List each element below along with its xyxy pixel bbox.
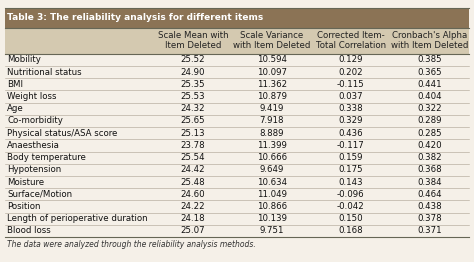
FancyBboxPatch shape xyxy=(5,188,469,200)
Text: 0.368: 0.368 xyxy=(418,165,442,174)
FancyBboxPatch shape xyxy=(5,176,469,188)
Text: 10.139: 10.139 xyxy=(257,214,287,223)
FancyBboxPatch shape xyxy=(5,127,469,139)
Text: 24.18: 24.18 xyxy=(181,214,205,223)
Text: Hypotension: Hypotension xyxy=(7,165,61,174)
Text: Corrected Item-
Total Correlation: Corrected Item- Total Correlation xyxy=(316,31,386,50)
Text: 25.65: 25.65 xyxy=(181,116,205,125)
Text: 10.879: 10.879 xyxy=(257,92,287,101)
Text: 9.649: 9.649 xyxy=(260,165,284,174)
Text: -0.042: -0.042 xyxy=(337,202,365,211)
Text: 0.384: 0.384 xyxy=(418,178,442,187)
Text: Co-morbidity: Co-morbidity xyxy=(7,116,63,125)
FancyBboxPatch shape xyxy=(5,90,469,103)
FancyBboxPatch shape xyxy=(5,28,469,54)
Text: 0.168: 0.168 xyxy=(338,226,363,236)
Text: 10.594: 10.594 xyxy=(257,55,287,64)
Text: 0.143: 0.143 xyxy=(338,178,363,187)
FancyBboxPatch shape xyxy=(5,54,469,66)
FancyBboxPatch shape xyxy=(5,164,469,176)
Text: Physical status/ASA score: Physical status/ASA score xyxy=(7,129,118,138)
Text: 0.385: 0.385 xyxy=(418,55,442,64)
Text: 25.53: 25.53 xyxy=(181,92,205,101)
Text: 10.866: 10.866 xyxy=(257,202,287,211)
Text: 0.436: 0.436 xyxy=(338,129,363,138)
Text: 0.404: 0.404 xyxy=(418,92,442,101)
FancyBboxPatch shape xyxy=(5,115,469,127)
Text: Blood loss: Blood loss xyxy=(7,226,51,236)
Text: 25.35: 25.35 xyxy=(181,80,205,89)
Text: Scale Mean with
Item Deleted: Scale Mean with Item Deleted xyxy=(157,31,228,50)
Text: 11.049: 11.049 xyxy=(257,190,287,199)
Text: 0.329: 0.329 xyxy=(338,116,363,125)
FancyBboxPatch shape xyxy=(5,78,469,90)
Text: Anaesthesia: Anaesthesia xyxy=(7,141,60,150)
Text: Body temperature: Body temperature xyxy=(7,153,86,162)
Text: 0.365: 0.365 xyxy=(418,68,442,77)
Text: 0.159: 0.159 xyxy=(338,153,363,162)
Text: 0.322: 0.322 xyxy=(418,104,442,113)
Text: BMI: BMI xyxy=(7,80,23,89)
Text: 0.150: 0.150 xyxy=(338,214,363,223)
Text: 0.175: 0.175 xyxy=(338,165,363,174)
Text: 25.52: 25.52 xyxy=(181,55,205,64)
Text: 0.371: 0.371 xyxy=(418,226,442,236)
FancyBboxPatch shape xyxy=(5,103,469,115)
Text: 10.634: 10.634 xyxy=(257,178,287,187)
Text: 24.60: 24.60 xyxy=(181,190,205,199)
Text: -0.115: -0.115 xyxy=(337,80,365,89)
Text: 11.362: 11.362 xyxy=(257,80,287,89)
Text: 0.037: 0.037 xyxy=(338,92,363,101)
Text: Mobility: Mobility xyxy=(7,55,41,64)
Text: 24.32: 24.32 xyxy=(181,104,205,113)
FancyBboxPatch shape xyxy=(5,139,469,151)
Text: 7.918: 7.918 xyxy=(260,116,284,125)
Text: Table 3: The reliability analysis for different items: Table 3: The reliability analysis for di… xyxy=(7,13,264,22)
Text: Scale Variance
with Item Deleted: Scale Variance with Item Deleted xyxy=(233,31,310,50)
Text: 0.382: 0.382 xyxy=(418,153,442,162)
Text: 11.399: 11.399 xyxy=(257,141,287,150)
Text: 0.338: 0.338 xyxy=(338,104,363,113)
Text: 0.202: 0.202 xyxy=(338,68,363,77)
Text: 0.289: 0.289 xyxy=(418,116,442,125)
Text: -0.096: -0.096 xyxy=(337,190,365,199)
Text: Age: Age xyxy=(7,104,24,113)
Text: 0.420: 0.420 xyxy=(418,141,442,150)
Text: Nutritional status: Nutritional status xyxy=(7,68,82,77)
Text: 25.07: 25.07 xyxy=(181,226,205,236)
FancyBboxPatch shape xyxy=(5,225,469,237)
Text: Moisture: Moisture xyxy=(7,178,44,187)
Text: 9.751: 9.751 xyxy=(260,226,284,236)
Text: 25.13: 25.13 xyxy=(181,129,205,138)
FancyBboxPatch shape xyxy=(5,8,469,28)
Text: 24.90: 24.90 xyxy=(181,68,205,77)
Text: Cronbach's Alpha
with Item Deleted: Cronbach's Alpha with Item Deleted xyxy=(391,31,468,50)
Text: 24.22: 24.22 xyxy=(181,202,205,211)
Text: The data were analyzed through the reliability analysis methods.: The data were analyzed through the relia… xyxy=(7,240,256,249)
Text: 8.889: 8.889 xyxy=(260,129,284,138)
Text: 10.097: 10.097 xyxy=(257,68,287,77)
FancyBboxPatch shape xyxy=(5,66,469,78)
Text: Length of perioperative duration: Length of perioperative duration xyxy=(7,214,148,223)
Text: 23.78: 23.78 xyxy=(181,141,205,150)
Text: 0.378: 0.378 xyxy=(418,214,442,223)
Text: Weight loss: Weight loss xyxy=(7,92,56,101)
Text: 0.438: 0.438 xyxy=(418,202,442,211)
Text: 10.666: 10.666 xyxy=(257,153,287,162)
Text: 25.48: 25.48 xyxy=(181,178,205,187)
FancyBboxPatch shape xyxy=(5,151,469,164)
FancyBboxPatch shape xyxy=(5,213,469,225)
Text: 25.54: 25.54 xyxy=(181,153,205,162)
Text: 9.419: 9.419 xyxy=(260,104,284,113)
Text: Position: Position xyxy=(7,202,41,211)
Text: 0.285: 0.285 xyxy=(418,129,442,138)
Text: 0.464: 0.464 xyxy=(418,190,442,199)
Text: 0.129: 0.129 xyxy=(338,55,363,64)
Text: -0.117: -0.117 xyxy=(337,141,365,150)
FancyBboxPatch shape xyxy=(5,200,469,213)
Text: 24.42: 24.42 xyxy=(181,165,205,174)
Text: 0.441: 0.441 xyxy=(418,80,442,89)
Text: Surface/Motion: Surface/Motion xyxy=(7,190,72,199)
